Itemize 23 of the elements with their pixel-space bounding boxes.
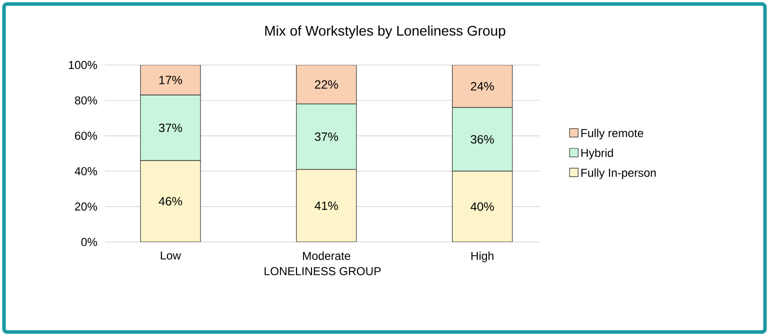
chart-title: Mix of Workstyles by Loneliness Group [265,25,506,39]
x-tick-label: Low [160,252,182,260]
y-tick-label: 100% [68,60,98,70]
data-label: 36% [470,135,494,144]
y-tick-label: 20% [75,202,98,211]
legend-label: Hybrid [581,148,613,160]
data-label: 24% [470,82,494,90]
data-label: 37% [314,132,338,141]
data-label: 37% [158,124,182,132]
data-label: 40% [470,202,494,211]
data-label: 17% [159,76,182,84]
x-axis-title: LONELINESS GROUP [264,267,381,276]
x-tick-label: High [471,252,494,262]
y-tick-label: 80% [74,96,98,104]
data-label: 22% [314,80,338,89]
y-tick-label: 60% [75,132,98,140]
legend-label: Fully remote [581,128,644,140]
data-label: 41% [314,202,338,210]
y-tick-label: 40% [74,167,98,176]
data-label: 46% [158,197,182,206]
x-tick-label: Moderate [303,252,350,260]
legend-label: Fully In-person [581,168,656,180]
y-tick-label: 0% [81,238,98,246]
